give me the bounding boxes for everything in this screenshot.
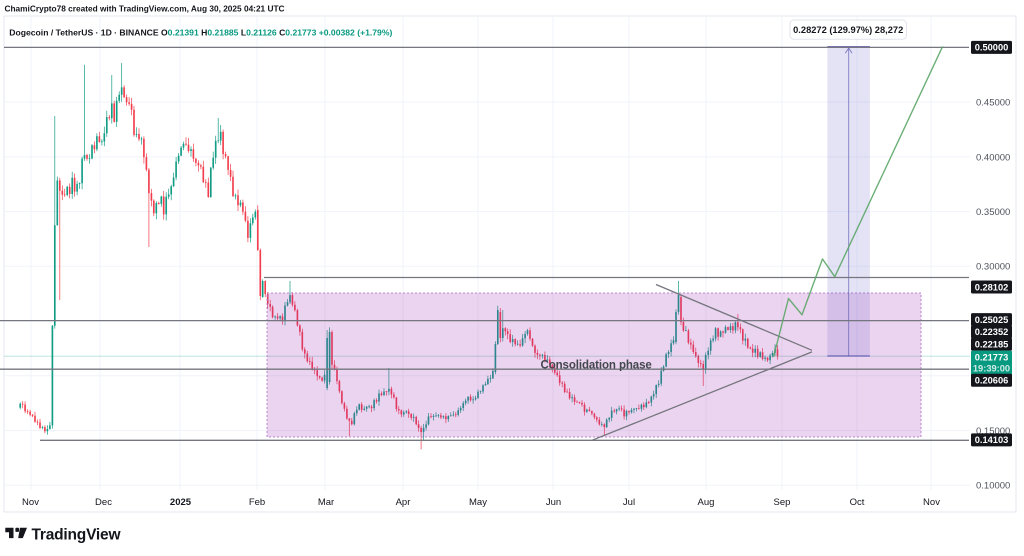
svg-text:Dec: Dec (95, 497, 112, 508)
svg-text:Feb: Feb (249, 497, 265, 508)
svg-text:0.28272 (129.97%) 28,272: 0.28272 (129.97%) 28,272 (793, 25, 903, 35)
svg-text:0.50000: 0.50000 (975, 43, 1009, 53)
svg-text:Apr: Apr (396, 497, 411, 508)
svg-text:Jun: Jun (546, 497, 561, 508)
svg-text:0.35000: 0.35000 (976, 207, 1010, 218)
svg-text:0.10000: 0.10000 (976, 481, 1010, 492)
svg-text:0.30000: 0.30000 (976, 262, 1010, 273)
svg-text:0.20606: 0.20606 (975, 376, 1009, 386)
svg-text:TradingView: TradingView (32, 526, 122, 543)
svg-text:0.40000: 0.40000 (976, 152, 1010, 163)
svg-text:Nov: Nov (923, 497, 940, 508)
svg-text:Mar: Mar (318, 497, 334, 508)
svg-text:ChamiCrypto78 created with Tra: ChamiCrypto78 created with TradingView.c… (5, 3, 285, 13)
svg-text:19:39:00: 19:39:00 (973, 364, 1010, 374)
svg-text:Consolidation phase: Consolidation phase (541, 360, 652, 372)
svg-text:Oct: Oct (850, 497, 865, 508)
svg-text:Sep: Sep (774, 497, 791, 508)
svg-text:0.25025: 0.25025 (975, 315, 1009, 325)
svg-text:Dogecoin / TetherUS · 1D · BIN: Dogecoin / TetherUS · 1D · BINANCE O0.21… (9, 27, 392, 37)
svg-text:0.21773: 0.21773 (975, 352, 1009, 362)
svg-text:Aug: Aug (698, 497, 715, 508)
svg-text:May: May (469, 497, 487, 508)
svg-text:2025: 2025 (170, 497, 192, 508)
svg-text:0.45000: 0.45000 (976, 98, 1010, 109)
svg-text:0.22185: 0.22185 (975, 340, 1009, 350)
svg-text:0.22352: 0.22352 (975, 327, 1009, 337)
svg-text:0.28102: 0.28102 (975, 282, 1009, 292)
svg-text:0.14103: 0.14103 (975, 435, 1009, 445)
svg-text:0.15000: 0.15000 (976, 426, 1010, 437)
svg-text:Nov: Nov (22, 497, 39, 508)
svg-text:Jul: Jul (623, 497, 635, 508)
